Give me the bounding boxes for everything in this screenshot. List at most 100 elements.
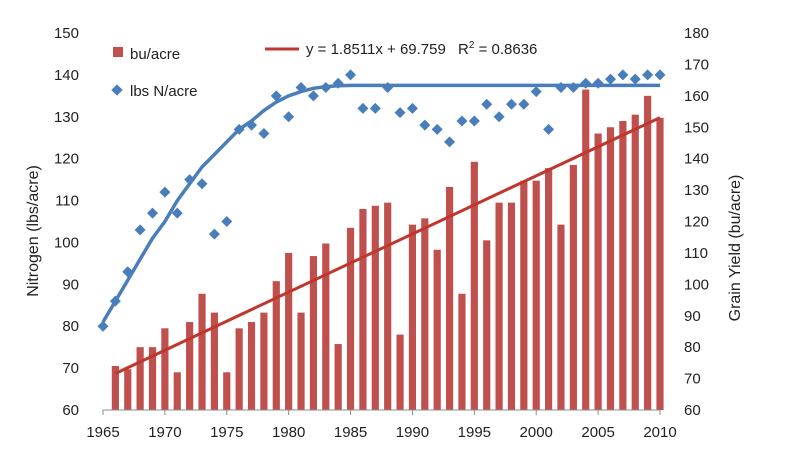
y-tick-label-140: 140 <box>54 67 79 84</box>
bar-2006 <box>606 127 615 410</box>
bar-1977 <box>247 322 256 410</box>
point-1992 <box>431 123 443 135</box>
point-2004 <box>580 77 592 89</box>
point-1978 <box>258 128 270 140</box>
bar-1976 <box>235 328 243 410</box>
legend: bu/acre lbs N/acre y = 1.8511x + 69.759 … <box>111 40 537 100</box>
point-1999 <box>518 98 530 110</box>
bar-1982 <box>309 256 318 410</box>
bar-1989 <box>396 334 404 410</box>
nitrogen-fit-line <box>101 83 660 323</box>
y2-tick-label-160: 160 <box>684 88 709 105</box>
point-1970 <box>159 186 171 198</box>
y2-tick-label-70: 70 <box>684 371 701 388</box>
point-2006 <box>604 73 616 85</box>
bar-2005 <box>594 133 602 411</box>
point-1966 <box>109 295 121 307</box>
bar-2009 <box>644 95 652 410</box>
fit-lines-group <box>101 83 661 375</box>
bar-1971 <box>173 372 181 410</box>
point-1995 <box>468 115 480 127</box>
legend-point-label: lbs N/acre <box>130 83 198 100</box>
point-2002 <box>555 81 567 93</box>
point-1984 <box>332 77 344 89</box>
bar-2003 <box>569 164 577 410</box>
bar-1974 <box>210 312 218 410</box>
point-1977 <box>246 119 258 131</box>
x-tick-label-1970: 1970 <box>148 424 181 441</box>
point-1974 <box>208 228 220 240</box>
points-group <box>97 69 666 332</box>
point-1989 <box>394 107 406 119</box>
bar-2008 <box>631 114 639 410</box>
y2-tick-label-130: 130 <box>684 182 709 199</box>
point-1985 <box>345 69 357 81</box>
r2-label: R <box>458 41 469 58</box>
bar-1966 <box>111 366 119 410</box>
y-tick-label-60: 60 <box>62 402 79 419</box>
point-2009 <box>642 69 654 81</box>
bar-2002 <box>557 224 565 410</box>
yield-trend-line <box>114 116 661 375</box>
y-tick-label-120: 120 <box>54 151 79 168</box>
point-2000 <box>530 86 542 98</box>
point-1968 <box>134 224 146 236</box>
point-1972 <box>184 174 196 186</box>
y2-tick-label-110: 110 <box>684 245 708 262</box>
legend-bar-label: bu/acre <box>130 46 180 63</box>
x-tick-label-1975: 1975 <box>210 424 243 441</box>
x-tick-label-2000: 2000 <box>520 424 553 441</box>
point-1987 <box>369 102 381 114</box>
y-tick-label-110: 110 <box>55 193 79 210</box>
bar-1968 <box>136 347 144 410</box>
y-axis-title: Nitrogen (lbs/acre) <box>25 165 42 297</box>
y-tick-label-80: 80 <box>62 318 79 335</box>
point-2001 <box>543 123 555 135</box>
x-tick-label-1965: 1965 <box>86 424 119 441</box>
bar-1973 <box>198 293 206 410</box>
bar-1995 <box>470 161 478 410</box>
point-1988 <box>382 81 394 93</box>
bar-1998 <box>507 202 516 410</box>
point-1969 <box>147 207 159 219</box>
y2-tick-label-100: 100 <box>684 276 709 293</box>
axes-group: 1965 1970 1975 1980 1985 1990 1995 2000 2005 2010… <box>54 25 709 441</box>
x-tick-label-2010: 2010 <box>643 424 676 441</box>
bar-1992 <box>433 249 441 410</box>
r2-value: = 0.8636 <box>474 41 537 58</box>
point-1965 <box>97 320 109 332</box>
y-tick-label-130: 130 <box>54 109 79 126</box>
point-2010 <box>654 69 666 81</box>
bar-1983 <box>322 243 330 410</box>
point-1975 <box>221 216 233 227</box>
bar-2004 <box>582 89 590 411</box>
bar-1984 <box>334 344 342 410</box>
y2-tick-label-180: 180 <box>684 25 709 42</box>
trendline-equation: y = 1.8511x + 69.759 <box>306 41 446 58</box>
legend-bar-swatch <box>113 47 123 57</box>
bar-2000 <box>532 180 540 410</box>
bar-1979 <box>272 281 280 410</box>
bar-1999 <box>520 180 528 410</box>
x-tick-label-1990: 1990 <box>396 424 429 441</box>
bar-1972 <box>186 322 194 410</box>
x-tick-label-2005: 2005 <box>581 424 614 441</box>
point-1979 <box>270 90 282 102</box>
point-2008 <box>629 73 641 85</box>
y2-tick-label-60: 60 <box>684 402 701 419</box>
y2-tick-label-90: 90 <box>684 308 701 325</box>
bar-2007 <box>619 120 627 410</box>
bar-1990 <box>408 224 417 410</box>
point-2007 <box>617 69 629 81</box>
point-1996 <box>481 98 493 110</box>
bars-group <box>111 89 664 411</box>
point-1990 <box>406 102 418 114</box>
y-tick-label-100: 100 <box>54 234 79 251</box>
point-1986 <box>357 102 369 114</box>
bar-1994 <box>458 293 466 410</box>
x-tick-label-1995: 1995 <box>458 424 491 441</box>
point-1967 <box>122 266 134 278</box>
point-1993 <box>444 136 456 148</box>
bar-1997 <box>495 202 503 410</box>
bar-1981 <box>297 312 305 410</box>
